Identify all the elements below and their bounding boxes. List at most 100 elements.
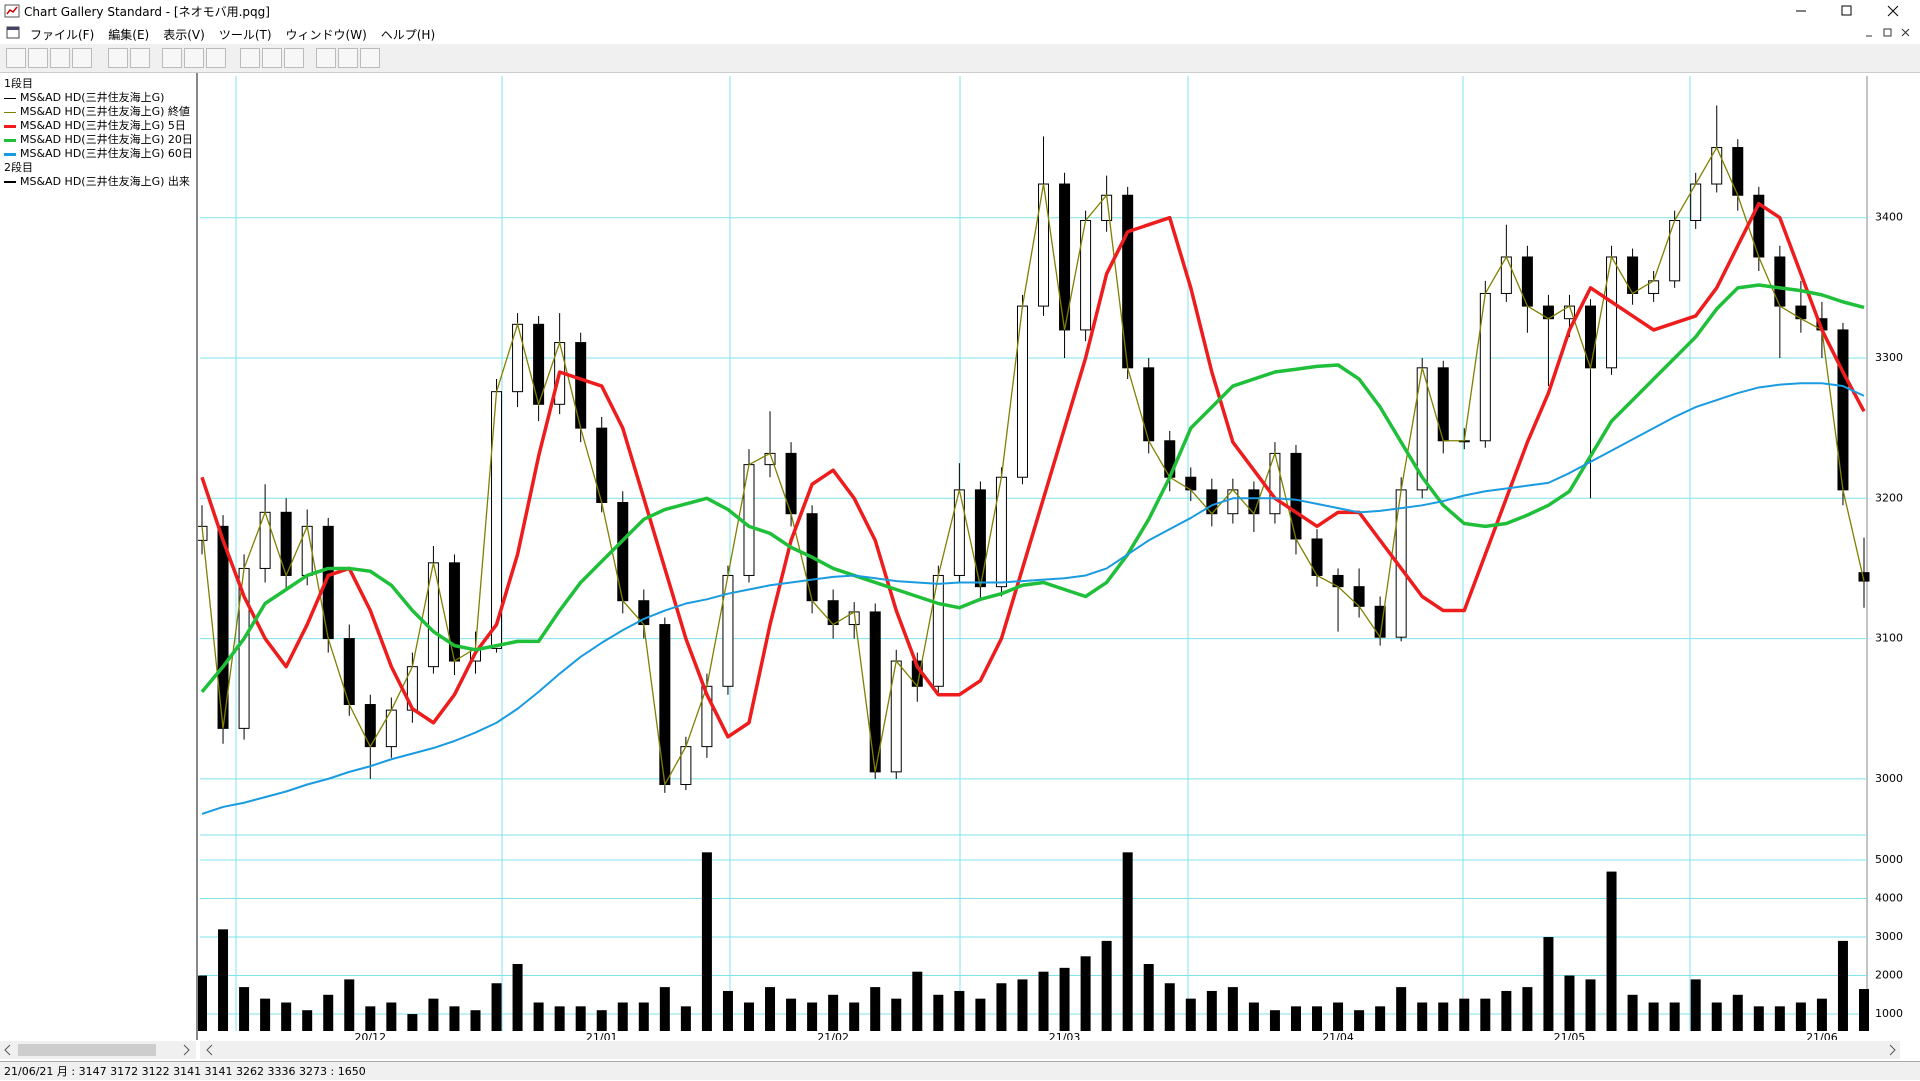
volume-bar bbox=[807, 1002, 818, 1031]
mdi-close[interactable] bbox=[1901, 28, 1910, 37]
volume-bar bbox=[1859, 989, 1869, 1031]
volume-bar bbox=[554, 1006, 565, 1031]
volume-bar bbox=[365, 1006, 376, 1031]
volume-bar bbox=[1774, 1006, 1785, 1031]
volume-bar bbox=[470, 1010, 481, 1031]
volume-bar bbox=[701, 852, 712, 1031]
volume-bar bbox=[1206, 990, 1217, 1031]
volume-bar bbox=[1122, 852, 1133, 1031]
volume-bar bbox=[765, 987, 776, 1031]
volume-bar bbox=[1417, 1002, 1428, 1031]
volume-bar bbox=[638, 1002, 649, 1031]
volume-bar bbox=[449, 1006, 460, 1031]
volume-bar bbox=[1080, 956, 1091, 1031]
volume-bar bbox=[512, 963, 523, 1031]
tool-button[interactable] bbox=[284, 48, 304, 68]
tool-button[interactable] bbox=[108, 48, 128, 68]
close[interactable] bbox=[1887, 5, 1899, 17]
volume-bar bbox=[1248, 1002, 1259, 1031]
volume-bar bbox=[491, 983, 502, 1031]
menu-item[interactable]: ヘルプ(H) bbox=[380, 28, 436, 42]
window-title: Chart Gallery Standard - [ネオモバ用.pqg] bbox=[24, 5, 270, 19]
pane-label: 2段目 bbox=[4, 161, 33, 174]
legend-item: MS&AD HD(三井住友海上G) 出来 bbox=[4, 173, 190, 189]
restore[interactable] bbox=[1841, 5, 1852, 16]
y-tick-label: 3000 bbox=[1875, 930, 1903, 943]
scroll-thumb[interactable] bbox=[18, 1044, 156, 1056]
y-tick-label: 3400 bbox=[1875, 211, 1903, 224]
tool-button[interactable] bbox=[240, 48, 260, 68]
volume-bar bbox=[302, 1010, 313, 1031]
volume-bar bbox=[260, 998, 271, 1031]
tool-button[interactable] bbox=[360, 48, 380, 68]
tool-button[interactable] bbox=[130, 48, 150, 68]
tool-button[interactable] bbox=[50, 48, 70, 68]
x-tick-label: 21/02 bbox=[817, 1031, 849, 1040]
chart: 3000 3100 3200 3300 3400 1000 2000 3000 4000 5000… bbox=[198, 76, 1903, 1040]
volume-bar bbox=[1396, 987, 1407, 1031]
legend-item: MS&AD HD(三井住友海上G) 60日 bbox=[4, 145, 193, 161]
volume-bar bbox=[1017, 979, 1028, 1031]
volume-bar bbox=[1269, 1010, 1280, 1031]
volume-bar bbox=[1312, 1006, 1323, 1031]
app-icon bbox=[4, 4, 20, 18]
scroll-right[interactable] bbox=[183, 1044, 190, 1056]
x-tick-label: 21/01 bbox=[586, 1031, 618, 1040]
volume-bar bbox=[218, 929, 229, 1031]
volume-bar bbox=[870, 987, 881, 1031]
doc-icon bbox=[6, 26, 20, 39]
menu-item[interactable]: 表示(V) bbox=[163, 28, 205, 42]
tool-button[interactable] bbox=[28, 48, 48, 68]
volume-bar bbox=[198, 975, 207, 1031]
volume-bar bbox=[1669, 1002, 1680, 1031]
volume-bar bbox=[1816, 998, 1827, 1031]
legend-text: MS&AD HD(三井住友海上G) 出来 bbox=[20, 175, 190, 188]
volume-bar bbox=[575, 1006, 586, 1031]
y-tick-label: 3300 bbox=[1875, 351, 1903, 364]
volume-bar bbox=[1711, 1002, 1722, 1031]
volume-bar bbox=[596, 1010, 607, 1031]
volume-bar bbox=[1522, 987, 1533, 1031]
pane-label: 1段目 bbox=[4, 77, 33, 90]
tool-button[interactable] bbox=[184, 48, 204, 68]
volume-bar bbox=[533, 1002, 544, 1031]
volume-bar bbox=[849, 1002, 860, 1031]
tool-button[interactable] bbox=[262, 48, 282, 68]
volume-bar bbox=[1333, 1002, 1344, 1031]
tool-button[interactable] bbox=[338, 48, 358, 68]
volume-bar bbox=[1648, 1002, 1659, 1031]
volume-bar bbox=[1585, 979, 1596, 1031]
mdi-restore[interactable] bbox=[1883, 28, 1892, 37]
menu-item[interactable]: ツール(T) bbox=[218, 28, 272, 42]
scroll-right[interactable] bbox=[1889, 1044, 1896, 1056]
tool-button[interactable] bbox=[72, 48, 92, 68]
volume-bar bbox=[912, 971, 923, 1031]
x-tick-label: 20/12 bbox=[354, 1031, 386, 1040]
tool-button[interactable] bbox=[6, 48, 26, 68]
status-bar: 21/06/21 月 : 3147 3172 3122 3141 3141 32… bbox=[0, 1061, 1920, 1080]
tool-button[interactable] bbox=[206, 48, 226, 68]
scroll-left[interactable] bbox=[206, 1044, 213, 1056]
menu-bar: ファイル(F) 編集(E) 表示(V) ツール(T) ウィンドウ(W) ヘルプ(H) bbox=[0, 22, 1920, 44]
volume-bar bbox=[1627, 994, 1638, 1031]
volume-bar bbox=[1164, 983, 1175, 1031]
legend-item: MS&AD HD(三井住友海上G) 20日 bbox=[4, 131, 193, 147]
menu-item[interactable]: 編集(E) bbox=[108, 28, 150, 42]
volume-bar bbox=[1543, 937, 1554, 1031]
x-tick-label: 21/04 bbox=[1322, 1031, 1354, 1040]
y-tick-label: 3000 bbox=[1875, 772, 1903, 785]
legend-item: MS&AD HD(三井住友海上G) bbox=[4, 89, 164, 105]
volume-bar bbox=[996, 983, 1007, 1031]
volume-bar bbox=[1501, 990, 1512, 1031]
menu-item[interactable]: ウィンドウ(W) bbox=[285, 28, 367, 42]
volume-bar bbox=[1753, 1006, 1764, 1031]
volume-bar bbox=[1459, 998, 1470, 1031]
title-bar: Chart Gallery Standard - [ネオモバ用.pqg] bbox=[0, 0, 1920, 22]
tool-button[interactable] bbox=[162, 48, 182, 68]
menu-item[interactable]: ファイル(F) bbox=[30, 28, 95, 42]
window-controls bbox=[1796, 5, 1899, 17]
volume-bar bbox=[1354, 1010, 1365, 1031]
scroll-left[interactable] bbox=[4, 1044, 11, 1056]
tool-button[interactable] bbox=[316, 48, 336, 68]
volume-bar bbox=[386, 1002, 397, 1031]
